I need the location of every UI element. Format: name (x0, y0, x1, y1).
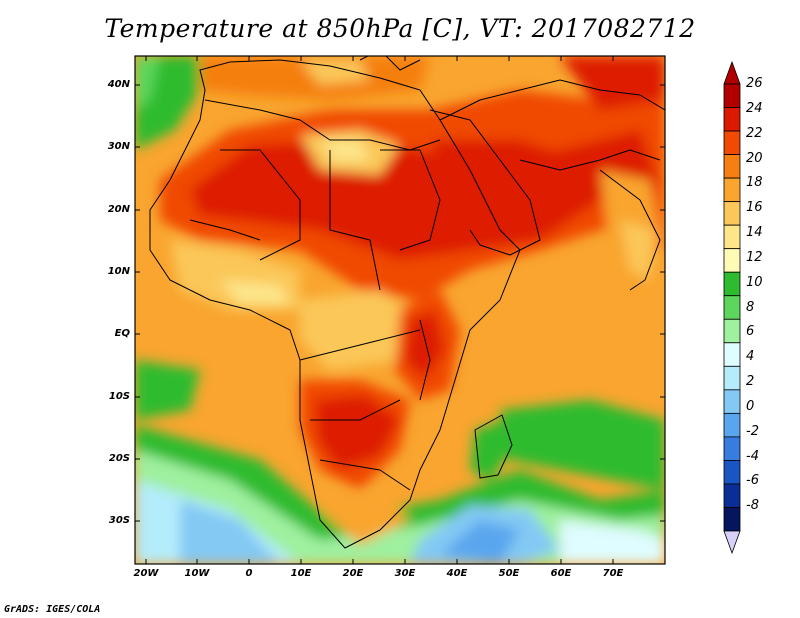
colorbar-label: 24 (746, 100, 763, 116)
colorbar-label: 22 (746, 125, 763, 141)
colorbar-segment (723, 436, 741, 461)
colorbar-label: 26 (746, 76, 763, 91)
colorbar-segment (723, 201, 741, 226)
colorbar-label: 20 (746, 150, 763, 166)
colorbar-segment (723, 295, 741, 320)
lat-label: 40N (107, 79, 130, 90)
colorbar-segment (723, 154, 741, 179)
lon-label: 50E (498, 568, 520, 579)
colorbar-bottom-cap (723, 530, 741, 555)
colorbar-label: -4 (746, 448, 759, 464)
lon-label: 40E (446, 568, 468, 579)
colorbar (723, 60, 741, 555)
colorbar-label: 4 (746, 349, 755, 365)
colorbar-label: 8 (746, 299, 755, 315)
colorbar-label: -2 (746, 423, 759, 439)
colorbar-label: 2 (746, 374, 755, 389)
temperature-field (135, 56, 665, 564)
colorbar-segment (723, 318, 741, 344)
colorbar-segment (723, 389, 741, 414)
lon-label: 10W (184, 568, 210, 579)
colorbar-segment (723, 83, 741, 108)
colorbar-label: 16 (746, 200, 763, 216)
grid-ticks (135, 56, 665, 564)
map-border (134, 55, 666, 565)
lon-label: 10E (290, 568, 312, 579)
lon-label: 20W (133, 568, 159, 579)
coastlines (149, 56, 665, 549)
colorbar-label: 12 (746, 249, 763, 265)
colorbar-segment (723, 460, 741, 485)
colorbar-segment (723, 177, 741, 203)
lon-label: 60E (550, 568, 572, 579)
colorbar-segment (723, 248, 741, 273)
colorbar-top-cap (723, 60, 741, 85)
colorbar-segment (723, 483, 741, 508)
colorbar-segment (723, 224, 741, 250)
lat-label: 30N (107, 141, 130, 152)
colorbar-label: 6 (746, 324, 755, 340)
colorbar-label: 0 (746, 398, 755, 414)
lat-label: 20N (107, 204, 130, 215)
colorbar-segment (723, 365, 741, 391)
lat-label: 10N (107, 266, 130, 277)
colorbar-label: -8 (746, 498, 759, 514)
lat-label: 10S (108, 391, 130, 402)
colorbar-segment (723, 107, 741, 132)
lon-label: 30E (394, 568, 416, 579)
lat-label: 30S (108, 515, 130, 526)
lon-label: 0 (245, 568, 253, 579)
colorbar-segment (723, 342, 741, 367)
colorbar-label: 10 (746, 274, 763, 290)
lon-label: 70E (602, 568, 624, 579)
lon-label: 20E (342, 568, 364, 579)
colorbar-label: 18 (746, 175, 763, 191)
colorbar-segment (723, 130, 741, 155)
colorbar-segment (723, 412, 741, 438)
colorbar-label: 14 (746, 225, 763, 240)
lat-label: EQ (114, 328, 130, 339)
map-title: Temperature at 850hPa [C], VT: 201708271… (104, 14, 696, 43)
colorbar-label: -6 (746, 473, 759, 489)
colorbar-segment (723, 271, 741, 297)
grads-credit: GrADS: IGES/COLA (4, 604, 101, 615)
lat-label: 20S (108, 453, 130, 464)
colorbar-segment (723, 507, 741, 532)
